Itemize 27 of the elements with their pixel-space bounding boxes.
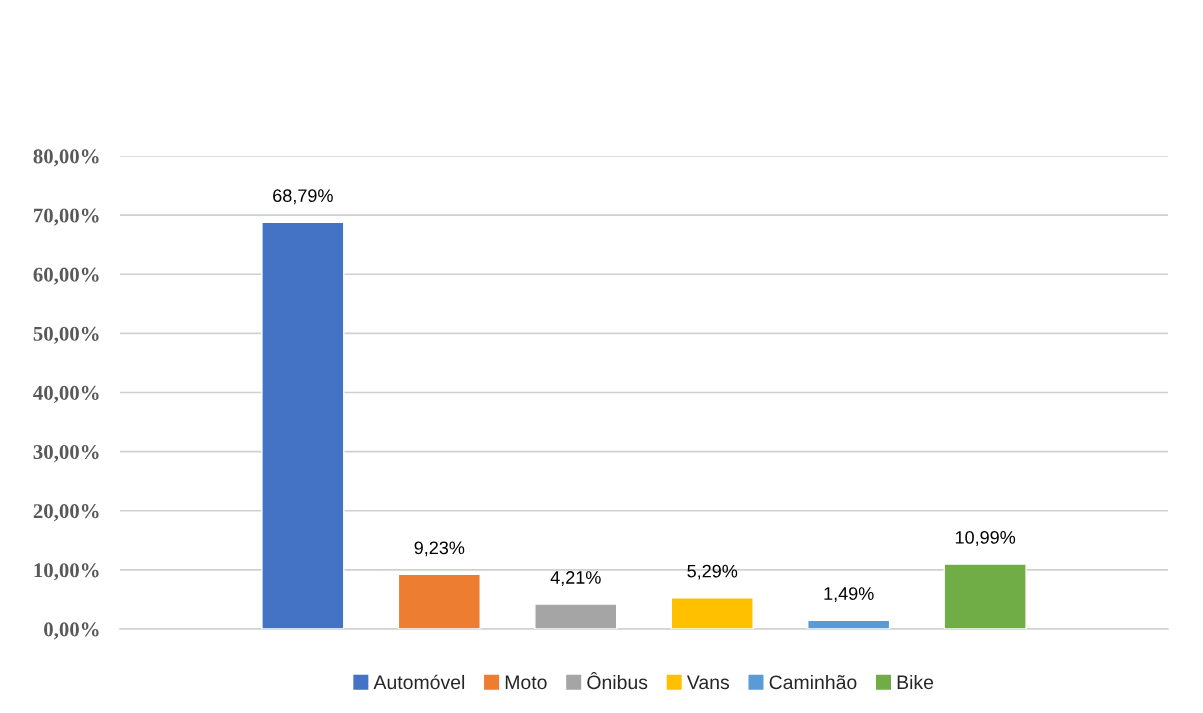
legend-label: Automóvel <box>373 674 465 690</box>
bar <box>943 563 1027 629</box>
legend-label: Vans <box>686 675 730 690</box>
legend-label: Ônibus <box>587 671 648 690</box>
legend-label: Moto <box>505 675 547 690</box>
bar <box>261 221 345 629</box>
bar <box>807 619 891 629</box>
legend-label: Bike <box>897 674 934 690</box>
bar <box>670 597 754 629</box>
y-tick-label: 40,00% <box>33 385 99 403</box>
y-tick-label: 60,00% <box>33 267 99 285</box>
data-label: 5,29% <box>687 564 738 580</box>
y-tick-label: 30,00% <box>33 445 99 463</box>
data-label: 10,99% <box>955 531 1016 546</box>
data-label: 68,79% <box>273 189 333 205</box>
y-tick-label: 0,00% <box>44 622 99 640</box>
bar <box>534 603 618 629</box>
legend-label: Caminhão <box>769 674 857 690</box>
data-label: 9,23% <box>414 541 465 557</box>
y-tick-label: 80,00% <box>33 149 99 167</box>
y-tick-label: 50,00% <box>33 326 99 344</box>
y-tick-label: 70,00% <box>34 208 99 226</box>
y-tick-label: 10,00% <box>34 563 99 581</box>
data-label: 4,21% <box>550 571 601 587</box>
y-tick-label: 20,00% <box>33 504 99 522</box>
data-label: 1,49% <box>824 587 874 603</box>
bar <box>397 573 481 629</box>
